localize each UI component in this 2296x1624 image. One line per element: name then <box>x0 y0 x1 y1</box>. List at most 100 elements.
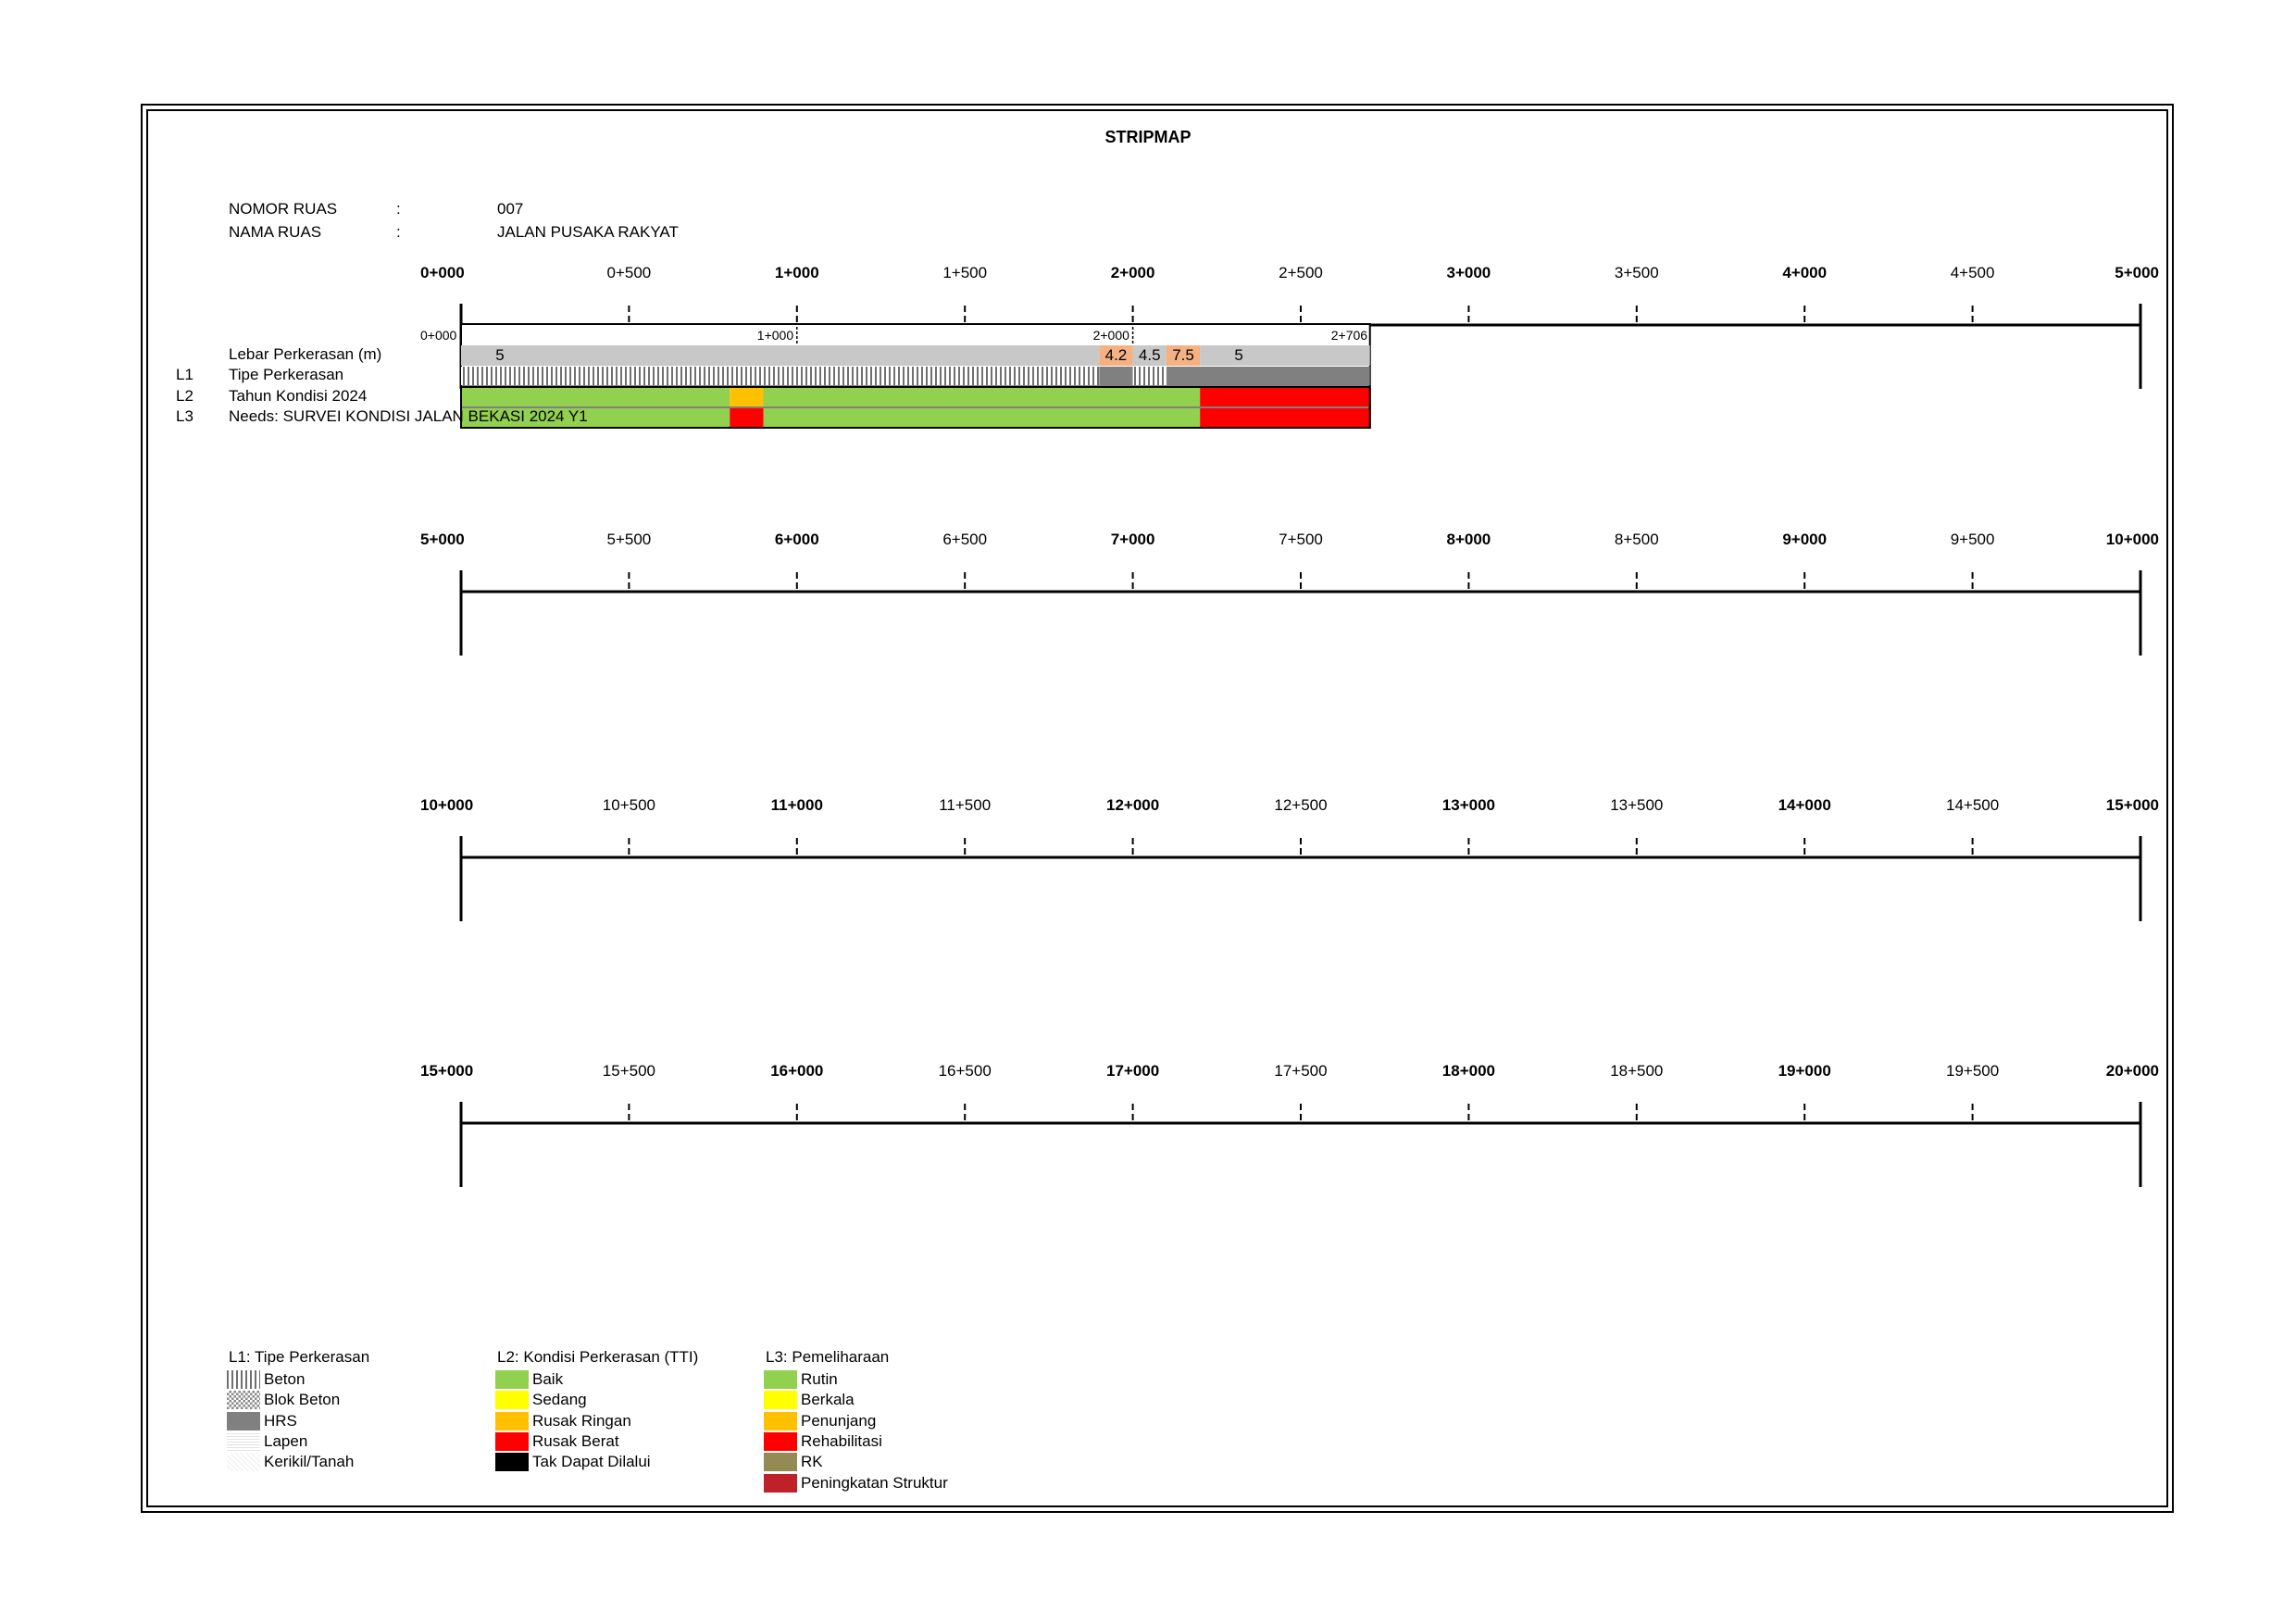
tick-label: 12+000 <box>1105 796 1160 814</box>
tick-label: 1+500 <box>942 264 988 281</box>
legend-swatch <box>495 1431 529 1451</box>
sub-tick-label: 2+000 <box>1092 328 1129 343</box>
tick-label: 9+500 <box>1950 531 1995 548</box>
legend-label: Beton <box>264 1370 306 1388</box>
tick-label: 19+000 <box>1778 1062 1831 1080</box>
legend-item: Rusak Ringan <box>495 1411 631 1431</box>
tick-label: 6+500 <box>942 531 988 548</box>
legend-item: HRS <box>227 1411 297 1431</box>
tick-label: 19+500 <box>1945 1062 2000 1080</box>
kondisi-segment <box>461 387 730 406</box>
strip-row-label: Tahun Kondisi 2024 <box>229 387 368 405</box>
tick-label: 16+500 <box>938 1062 992 1080</box>
nomor-ruas-sep: : <box>396 200 401 218</box>
legend-swatch <box>764 1453 797 1472</box>
tick-label: 4+000 <box>1782 264 1828 281</box>
strip-row-code: L2 <box>176 387 193 405</box>
legend-item: RK <box>764 1452 823 1472</box>
legend-swatch <box>227 1370 260 1389</box>
legend-swatch <box>764 1411 797 1430</box>
tick-label: 15+000 <box>420 1062 474 1080</box>
legend-swatch <box>227 1453 260 1472</box>
tipe-segment <box>1132 367 1167 385</box>
legend-item: Lapen <box>227 1431 307 1452</box>
legend-label: Lapen <box>264 1431 308 1450</box>
tick-label: 13+000 <box>1441 796 1495 814</box>
legend-label: Blok Beton <box>264 1391 341 1409</box>
legend-item: Beton <box>227 1369 305 1390</box>
legend-swatch <box>227 1391 260 1410</box>
legend-item: Berkala <box>764 1390 855 1410</box>
legend-label: Rehabilitasi <box>801 1431 882 1450</box>
nomor-ruas-value: 007 <box>497 200 524 218</box>
nama-ruas-label: NAMA RUAS <box>229 223 322 241</box>
legend-item: Rehabilitasi <box>764 1431 882 1452</box>
tick-label: 14+500 <box>1945 796 2000 814</box>
needs-segment <box>730 408 764 428</box>
tick-label: 5+000 <box>420 531 465 548</box>
legend-swatch <box>495 1411 529 1430</box>
tick-label: 17+000 <box>1105 1062 1160 1080</box>
legend-swatch <box>764 1473 797 1493</box>
kondisi-segment <box>763 387 1201 406</box>
tick-label: 8+500 <box>1614 531 1659 548</box>
tick-label: 18+000 <box>1441 1062 1495 1080</box>
legend-label: Rusak Berat <box>532 1431 619 1450</box>
legend-swatch <box>764 1391 797 1410</box>
tick-label: 10+000 <box>420 796 474 814</box>
tick-label: 9+000 <box>1782 531 1828 548</box>
needs-segment <box>1200 408 1370 428</box>
legend-item: Baik <box>495 1369 563 1390</box>
lebar-segment <box>1099 345 1133 366</box>
tipe-segment <box>1166 367 1370 385</box>
lebar-segment <box>1132 345 1167 366</box>
strip-row-label: Tipe Perkerasan <box>229 366 344 383</box>
lebar-value: 5 <box>1234 346 1243 364</box>
nama-ruas-value: JALAN PUSAKA RAKYAT <box>497 223 679 241</box>
tick-label: 11+500 <box>939 796 992 814</box>
legend-label: HRS <box>264 1411 297 1430</box>
legend-item: Peningkatan Struktur <box>764 1473 948 1493</box>
legend-item: Sedang <box>495 1390 587 1410</box>
tick-label: 1+000 <box>774 264 819 281</box>
legend-title: L3: Pemeliharaan <box>766 1348 890 1366</box>
sub-tick-label: 2+706 <box>1330 328 1368 343</box>
legend-label: Berkala <box>801 1391 855 1409</box>
lebar-value: 4.2 <box>1104 346 1128 364</box>
legend-label: Baik <box>532 1370 564 1388</box>
strip-row-label: Needs: SURVEI KONDISI JALAN BEKASI 2024 … <box>229 407 588 425</box>
tick-label: 11+000 <box>770 796 823 814</box>
legend-swatch <box>764 1370 797 1389</box>
tick-label: 0+000 <box>420 264 465 281</box>
needs-segment <box>763 408 1201 428</box>
sub-tick-label: 1+000 <box>756 328 794 343</box>
inner-frame <box>146 109 2168 1507</box>
legend-swatch <box>495 1370 529 1389</box>
legend-swatch <box>495 1453 529 1472</box>
tipe-segment <box>461 367 1100 385</box>
tick-label: 18+500 <box>1610 1062 1664 1080</box>
kondisi-segment <box>730 387 764 406</box>
legend-item: Penunjang <box>764 1411 876 1431</box>
legend-label: Sedang <box>532 1391 587 1409</box>
tick-label: 2+000 <box>1110 264 1155 281</box>
tick-label: 5+000 <box>2115 264 2159 281</box>
tick-label: 6+000 <box>774 531 819 548</box>
strip-condition-border <box>460 386 1371 429</box>
page-title: STRIPMAP <box>1104 128 1192 146</box>
tick-label: 3+500 <box>1614 264 1659 281</box>
tick-label: 15+500 <box>602 1062 655 1080</box>
tick-label: 12+500 <box>1274 796 1328 814</box>
tick-label: 17+500 <box>1274 1062 1328 1080</box>
tick-label: 14+000 <box>1778 796 1831 814</box>
lebar-value: 4.5 <box>1138 346 1161 364</box>
legend-label: Penunjang <box>801 1411 877 1430</box>
tick-label: 3+000 <box>1446 264 1491 281</box>
strip-row-code: L1 <box>176 366 193 383</box>
tick-label: 7+000 <box>1110 531 1155 548</box>
tick-label: 8+000 <box>1446 531 1491 548</box>
tick-label: 13+500 <box>1610 796 1664 814</box>
tipe-segment <box>1099 367 1133 385</box>
outer-frame <box>141 104 2174 1513</box>
